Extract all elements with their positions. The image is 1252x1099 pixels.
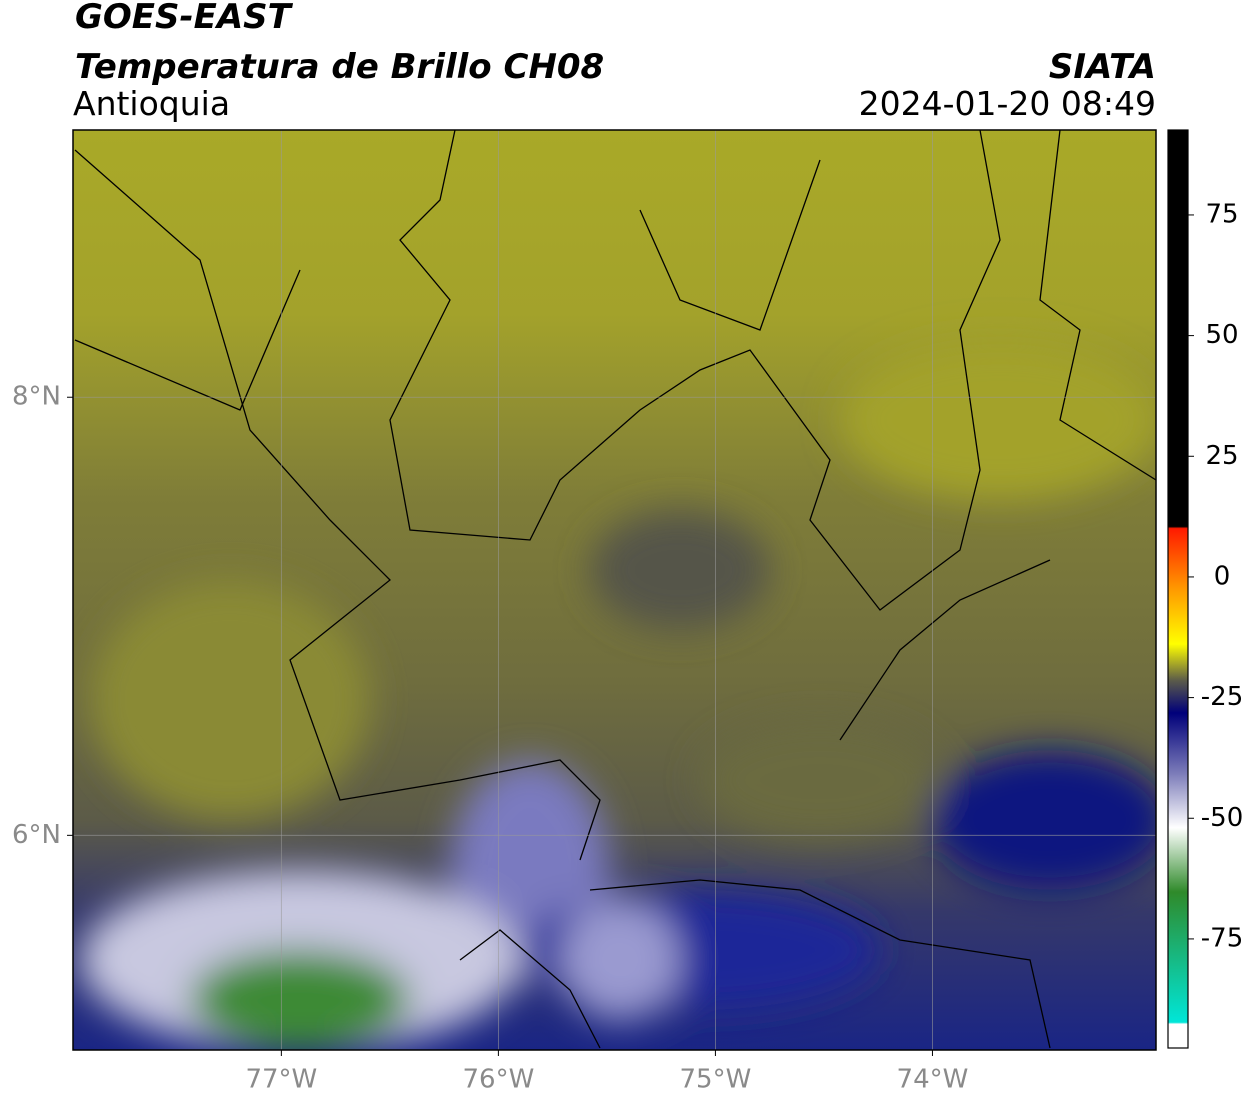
y-tick-label: 8°N bbox=[12, 382, 61, 412]
colorbar-tick-label: 0 bbox=[1214, 561, 1231, 591]
region: Antioquia bbox=[73, 84, 230, 123]
colorbar bbox=[1167, 129, 1189, 1049]
colorbar-tick-label: 50 bbox=[1205, 320, 1238, 350]
x-tick-label: 76°W bbox=[462, 1065, 534, 1095]
colorbar-tick-label: -75 bbox=[1201, 923, 1243, 953]
map-frame bbox=[72, 129, 1157, 1051]
product: Temperatura de Brillo CH08 bbox=[75, 47, 604, 87]
satellite: GOES-EAST bbox=[75, 0, 294, 37]
satellite-image bbox=[73, 130, 1156, 1050]
colorbar-tick-label: 75 bbox=[1205, 199, 1238, 229]
colorbar-tick-label: 25 bbox=[1205, 441, 1238, 471]
timestamp: 2024-01-20 08:49 bbox=[859, 84, 1156, 123]
gridlines bbox=[73, 130, 1156, 1050]
x-tick-label: 74°W bbox=[897, 1065, 969, 1095]
agency: SIATA bbox=[1049, 47, 1156, 87]
colorbar-tick-label: -50 bbox=[1201, 803, 1243, 833]
x-tick-label: 77°W bbox=[245, 1065, 317, 1095]
colorbar-tick-label: -25 bbox=[1201, 682, 1243, 712]
borders bbox=[74, 130, 1156, 1049]
x-tick-label: 75°W bbox=[680, 1065, 752, 1095]
y-tick-label: 6°N bbox=[12, 820, 61, 850]
